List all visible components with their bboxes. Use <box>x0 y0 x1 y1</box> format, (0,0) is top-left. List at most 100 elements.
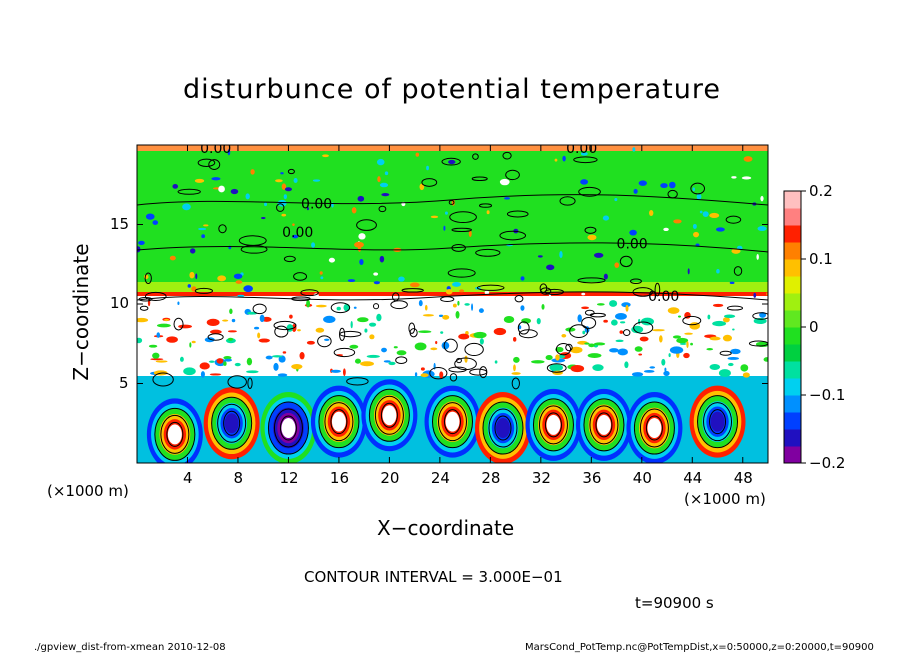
field-speckle <box>182 203 191 211</box>
field-speckle <box>204 337 215 343</box>
field-speckle <box>324 338 330 342</box>
field-speckle <box>227 337 234 341</box>
contour-line <box>154 407 196 461</box>
contour-line <box>279 415 297 441</box>
field-warm-band <box>137 282 768 292</box>
x-tick-label: 24 <box>430 469 450 487</box>
field-speckle <box>757 226 767 232</box>
colorbar-segment <box>784 361 801 379</box>
field-speckle <box>357 317 369 323</box>
contour-line <box>573 156 598 164</box>
field-speckle <box>624 361 629 369</box>
field-speckle <box>702 211 709 218</box>
field-speckle <box>592 364 604 371</box>
field-speckle <box>217 275 227 282</box>
contour-line <box>645 415 663 441</box>
field-speckle <box>582 330 586 335</box>
field-top-strip <box>137 145 768 151</box>
contour-line <box>137 242 768 253</box>
colorbar-segment <box>784 225 801 243</box>
field-cell <box>710 411 725 432</box>
contour-line <box>502 151 512 160</box>
colorbar-segment <box>784 429 801 447</box>
contour-line <box>726 305 744 311</box>
contour-line <box>518 329 538 339</box>
colorbar-segment <box>784 208 801 226</box>
contour-line <box>488 408 518 448</box>
field-speckle <box>259 314 265 323</box>
field-speckle <box>669 181 676 189</box>
x-tick-label: 4 <box>182 469 193 487</box>
field-speckle <box>311 242 315 248</box>
field-speckle <box>455 310 460 319</box>
contour-line <box>532 398 574 452</box>
contour-line <box>690 182 706 195</box>
field-speckle <box>486 210 490 215</box>
field-speckle <box>360 361 374 367</box>
field-speckle <box>292 223 295 226</box>
field-speckle <box>561 334 567 338</box>
field-speckle <box>322 154 329 158</box>
contour-line <box>546 363 567 373</box>
contour-line <box>166 421 184 447</box>
field-speckle <box>503 316 515 323</box>
field-speckle <box>580 152 588 156</box>
field-speckle <box>330 369 341 373</box>
field-speckle <box>699 210 703 214</box>
x-tick-label: 32 <box>531 469 551 487</box>
field-speckle <box>554 158 558 162</box>
field-speckle <box>383 360 391 363</box>
contour-line <box>173 317 184 331</box>
field-speckle <box>178 324 192 329</box>
field-speckle <box>183 367 196 376</box>
field-cell <box>596 414 611 435</box>
field-speckle <box>722 334 732 342</box>
contour-line <box>697 395 739 449</box>
field-speckle <box>707 314 711 320</box>
field-speckle <box>742 372 750 378</box>
field-speckle <box>593 342 606 346</box>
y-axis-label: Z−coordinate <box>69 243 93 381</box>
footer-left: ./gpview_dist-from-xmean 2010-12-08 <box>34 642 226 653</box>
field-speckle <box>376 158 385 166</box>
field-speckle <box>631 372 644 377</box>
contour-line <box>449 211 477 223</box>
field-speckle <box>743 156 753 162</box>
contour-line <box>395 356 408 365</box>
contour-line <box>482 401 524 455</box>
field-speckle <box>690 342 693 346</box>
field-speckle <box>602 215 610 221</box>
contour-line <box>373 303 380 310</box>
field-speckle <box>640 317 654 326</box>
field-speckle <box>629 229 637 236</box>
contour-line <box>514 295 524 303</box>
field-speckle <box>584 342 590 345</box>
contour-line <box>247 377 253 389</box>
contour-line <box>339 327 346 341</box>
field-speckle <box>673 219 682 224</box>
field-speckle <box>756 253 759 260</box>
field-speckle <box>457 300 460 306</box>
field-speckle <box>138 240 145 245</box>
field-speckle <box>753 292 757 298</box>
field-speckle <box>195 273 198 280</box>
field-speckle <box>686 340 689 348</box>
field-speckle <box>668 353 671 358</box>
field-speckle <box>381 347 387 353</box>
field-speckle <box>464 355 468 363</box>
contour-label: 0.00 <box>566 141 597 157</box>
field-speckle <box>494 360 498 364</box>
contour-line <box>207 333 224 341</box>
contour-line <box>438 402 467 442</box>
field-speckle <box>222 319 229 322</box>
field-speckle <box>741 176 752 180</box>
colorbar-segment <box>784 276 801 294</box>
field-speckle <box>709 363 721 370</box>
field-speckle <box>351 207 357 214</box>
field-speckle <box>282 351 287 354</box>
y-tick-label: 5 <box>119 373 129 392</box>
field-speckle <box>243 285 253 293</box>
contour-line <box>432 395 473 449</box>
colorbar-segment <box>784 378 801 396</box>
contour-line <box>476 284 505 291</box>
